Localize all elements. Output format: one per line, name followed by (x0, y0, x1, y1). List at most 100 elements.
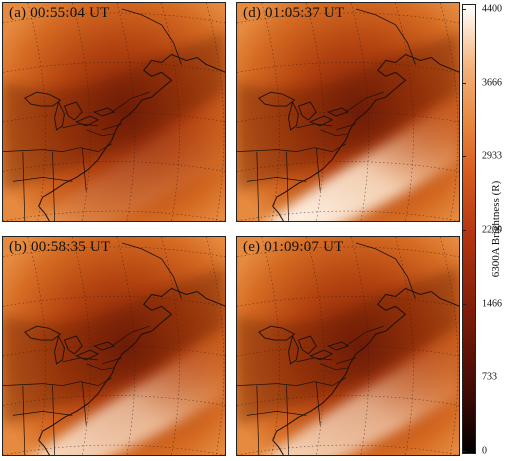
map-e (237, 237, 459, 455)
colorbar (462, 4, 476, 454)
great-lake (24, 325, 62, 341)
state-border (3, 381, 99, 386)
graticule-parallel (3, 444, 225, 455)
colorbar-tick-mark (462, 377, 466, 379)
graticule-parallel (3, 296, 225, 307)
great-lake (297, 335, 317, 355)
colorbar-tick-mark (462, 82, 466, 84)
graticule-parallel (237, 12, 459, 24)
colorbar-tick-label: 2200 (482, 224, 502, 236)
state-border (296, 123, 333, 129)
graticule-parallel (3, 210, 225, 221)
state-border (52, 385, 55, 455)
colorbar-tick-label: 4400 (482, 3, 502, 15)
coastline (272, 53, 459, 221)
state-border (331, 143, 347, 152)
state-border (296, 357, 333, 363)
great-lake (258, 325, 296, 341)
state-border (345, 91, 384, 113)
graticule-parallel (237, 296, 459, 307)
colorbar-title: 6300A Brightness (R) (490, 180, 502, 278)
state-border (246, 411, 307, 416)
great-lake (288, 334, 299, 365)
great-lake (54, 100, 65, 131)
map-b (3, 237, 225, 455)
colorbar-tick-mark (462, 9, 466, 10)
state-border (256, 385, 260, 455)
river (355, 8, 416, 65)
great-lake (63, 101, 83, 121)
colorbar-tick-mark (462, 156, 466, 158)
great-lake (326, 341, 350, 351)
state-border (97, 143, 113, 152)
great-lake (309, 115, 334, 127)
state-border (336, 357, 357, 365)
panel-label-b: (b) 00:58:35 UT (9, 239, 111, 255)
graticule-parallel (237, 444, 459, 455)
state-border (22, 151, 26, 221)
graticule-parallel (237, 395, 459, 406)
state-border (336, 123, 357, 131)
great-lake (63, 335, 83, 355)
graticule-parallel (3, 246, 225, 258)
state-border (111, 91, 150, 113)
graticule-parallel (3, 12, 225, 24)
great-lake (92, 107, 116, 117)
state-border (12, 177, 73, 182)
river (121, 8, 182, 65)
colorbar-tick-label: 2933 (482, 150, 502, 162)
state-border (3, 147, 99, 152)
state-border (102, 123, 123, 131)
coastline (38, 287, 225, 455)
state-border (86, 129, 115, 137)
state-border (286, 385, 289, 455)
state-border (320, 363, 349, 371)
state-border (81, 147, 87, 192)
graticule-parallel (237, 210, 459, 221)
river (355, 242, 416, 299)
state-border (62, 357, 99, 363)
colorbar-tick-mark (462, 303, 466, 305)
great-lake (258, 91, 296, 107)
state-border (286, 151, 289, 221)
state-border (62, 123, 99, 129)
great-lake (297, 101, 317, 121)
great-lake (309, 349, 334, 361)
graticule-parallel (3, 395, 225, 406)
great-lake (75, 349, 100, 361)
panel-label-a: (a) 00:55:04 UT (9, 5, 110, 21)
panel-b: (b) 00:58:35 UT (2, 236, 226, 456)
great-lake (75, 115, 100, 127)
graticule-parallel (237, 246, 459, 258)
colorbar-tick-label: 3666 (482, 77, 502, 89)
state-border (12, 411, 73, 416)
panel-label-d: (d) 01:05:37 UT (243, 5, 345, 21)
state-border (237, 381, 333, 386)
coastline (38, 53, 225, 221)
state-border (52, 151, 55, 221)
colorbar-tick-label: 733 (482, 371, 497, 383)
state-border (102, 357, 123, 365)
state-border (315, 381, 321, 426)
map-a (3, 3, 225, 221)
state-border (315, 147, 321, 192)
state-border (97, 377, 113, 386)
panel-d: (d) 01:05:37 UT (236, 2, 460, 222)
colorbar-tick-mark (462, 230, 466, 231)
state-border (320, 129, 349, 137)
state-border (331, 377, 347, 386)
great-lake (326, 107, 350, 117)
graticule-parallel (3, 62, 225, 73)
great-lake (288, 100, 299, 131)
state-border (86, 363, 115, 371)
river (121, 242, 182, 299)
great-lake (92, 341, 116, 351)
colorbar-tick-mark (462, 451, 466, 452)
coastline (272, 287, 459, 455)
great-lake (54, 334, 65, 365)
state-border (256, 151, 260, 221)
state-border (246, 177, 307, 182)
state-border (81, 381, 87, 426)
panel-e: (e) 01:09:07 UT (236, 236, 460, 456)
panel-label-e: (e) 01:09:07 UT (243, 239, 344, 255)
